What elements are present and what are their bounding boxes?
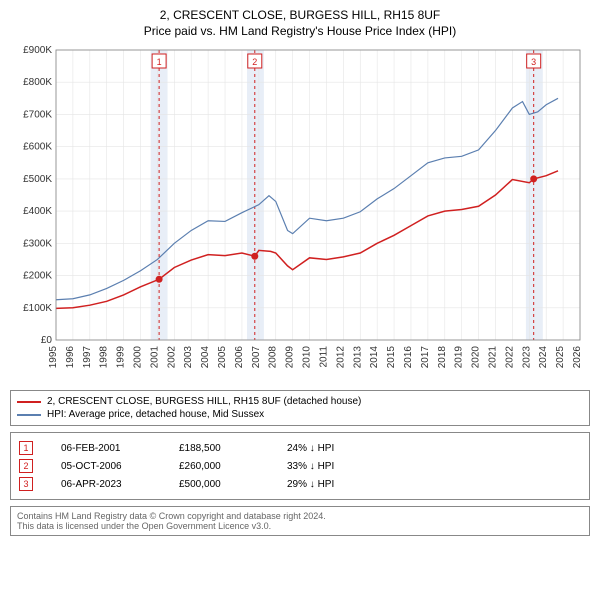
svg-text:2000: 2000 — [133, 346, 144, 369]
event-marker-1: 1 — [19, 441, 33, 455]
event-marker-3: 3 — [19, 477, 33, 491]
svg-text:2016: 2016 — [403, 346, 414, 369]
svg-text:2004: 2004 — [200, 346, 211, 369]
events-table: 1 06-FEB-2001 £188,500 24% ↓ HPI 2 05-OC… — [10, 432, 590, 500]
svg-text:2013: 2013 — [352, 346, 363, 369]
svg-text:£300K: £300K — [23, 238, 52, 249]
svg-text:2006: 2006 — [234, 346, 245, 369]
svg-text:£100K: £100K — [23, 303, 52, 314]
legend-item-2: HPI: Average price, detached house, Mid … — [17, 408, 583, 421]
svg-text:£900K: £900K — [23, 45, 52, 56]
event-marker-2: 2 — [19, 459, 33, 473]
svg-text:2023: 2023 — [521, 346, 532, 369]
svg-text:2025: 2025 — [555, 346, 566, 369]
svg-text:£700K: £700K — [23, 109, 52, 120]
svg-text:2008: 2008 — [268, 346, 279, 369]
svg-text:1995: 1995 — [48, 346, 59, 369]
svg-text:2019: 2019 — [454, 346, 465, 369]
svg-text:1: 1 — [157, 57, 162, 67]
svg-text:£0: £0 — [41, 335, 53, 346]
event-price-1: £188,500 — [179, 443, 259, 454]
svg-text:£500K: £500K — [23, 174, 52, 185]
svg-text:2022: 2022 — [504, 346, 515, 369]
event-row-2: 2 05-OCT-2006 £260,000 33% ↓ HPI — [19, 457, 581, 475]
legend-swatch-2 — [17, 414, 41, 416]
event-row-3: 3 06-APR-2023 £500,000 29% ↓ HPI — [19, 475, 581, 493]
event-date-2: 05-OCT-2006 — [61, 461, 151, 472]
svg-text:1999: 1999 — [116, 346, 127, 369]
legend: 2, CRESCENT CLOSE, BURGESS HILL, RH15 8U… — [10, 390, 590, 426]
svg-text:£800K: £800K — [23, 77, 52, 88]
chart-subtitle: Price paid vs. HM Land Registry's House … — [10, 24, 590, 38]
svg-text:3: 3 — [531, 57, 536, 67]
legend-label-2: HPI: Average price, detached house, Mid … — [47, 409, 264, 420]
event-price-3: £500,000 — [179, 479, 259, 490]
svg-text:1997: 1997 — [82, 346, 93, 369]
legend-item-1: 2, CRESCENT CLOSE, BURGESS HILL, RH15 8U… — [17, 395, 583, 408]
svg-text:2018: 2018 — [437, 346, 448, 369]
event-pct-2: 33% ↓ HPI — [287, 461, 387, 472]
svg-text:2002: 2002 — [166, 346, 177, 369]
svg-text:2009: 2009 — [285, 346, 296, 369]
svg-text:2014: 2014 — [369, 346, 380, 369]
event-price-2: £260,000 — [179, 461, 259, 472]
svg-text:2012: 2012 — [335, 346, 346, 369]
attr-line-2: This data is licensed under the Open Gov… — [17, 521, 583, 531]
svg-text:2007: 2007 — [251, 346, 262, 369]
legend-swatch-1 — [17, 401, 41, 403]
svg-text:2021: 2021 — [487, 346, 498, 369]
svg-text:2015: 2015 — [386, 346, 397, 369]
event-date-3: 06-APR-2023 — [61, 479, 151, 490]
chart-area: £0 £100K £200K £300K £400K £500K £600K £700K £80… — [10, 44, 590, 384]
svg-text:2020: 2020 — [471, 346, 482, 369]
svg-text:2024: 2024 — [538, 346, 549, 369]
svg-text:2011: 2011 — [318, 346, 329, 368]
chart-title: 2, CRESCENT CLOSE, BURGESS HILL, RH15 8U… — [10, 8, 590, 22]
svg-text:£600K: £600K — [23, 142, 52, 153]
event-pct-1: 24% ↓ HPI — [287, 443, 387, 454]
svg-text:2005: 2005 — [217, 346, 228, 369]
svg-text:1996: 1996 — [65, 346, 76, 369]
event-row-1: 1 06-FEB-2001 £188,500 24% ↓ HPI — [19, 439, 581, 457]
event-date-1: 06-FEB-2001 — [61, 443, 151, 454]
svg-text:2010: 2010 — [302, 346, 313, 369]
svg-text:1998: 1998 — [99, 346, 110, 369]
event-pct-3: 29% ↓ HPI — [287, 479, 387, 490]
svg-text:£400K: £400K — [23, 206, 52, 217]
attribution: Contains HM Land Registry data © Crown c… — [10, 506, 590, 536]
svg-text:2001: 2001 — [149, 346, 160, 369]
legend-label-1: 2, CRESCENT CLOSE, BURGESS HILL, RH15 8U… — [47, 396, 361, 407]
svg-text:2003: 2003 — [183, 346, 194, 369]
svg-text:2017: 2017 — [420, 346, 431, 369]
svg-text:2: 2 — [252, 57, 257, 67]
svg-text:£200K: £200K — [23, 271, 52, 282]
svg-text:2026: 2026 — [572, 346, 583, 369]
attr-line-1: Contains HM Land Registry data © Crown c… — [17, 511, 583, 521]
